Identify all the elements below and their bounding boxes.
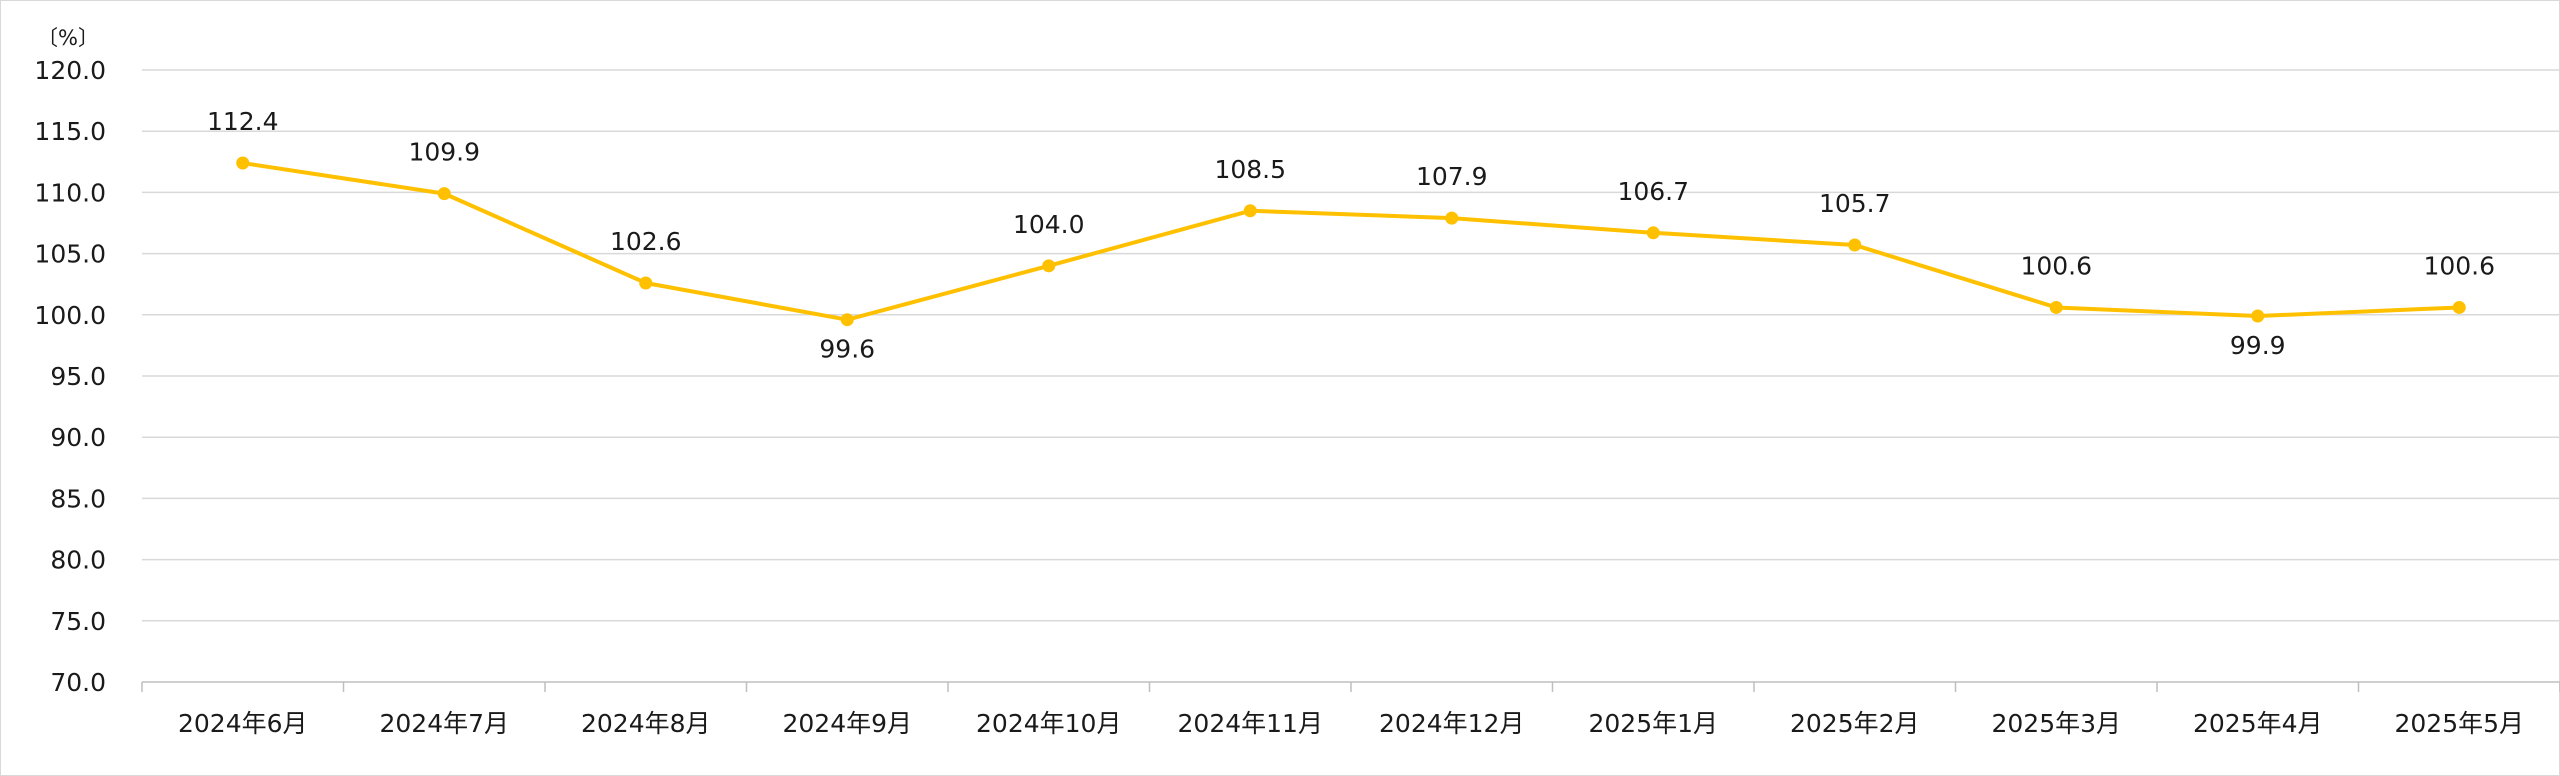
x-tick-label: 2025年4月 — [2193, 709, 2323, 738]
data-point — [1445, 211, 1459, 225]
data-label: 112.4 — [207, 107, 279, 136]
x-tick-label: 2025年5月 — [2394, 709, 2524, 738]
data-label: 109.9 — [408, 138, 480, 167]
data-point — [1646, 226, 1660, 240]
y-tick-label: 85.0 — [50, 484, 106, 513]
series-line — [242, 161, 2460, 322]
y-tick-label: 120.0 — [34, 56, 106, 85]
x-tick-label: 2024年9月 — [782, 709, 912, 738]
y-tick-label: 70.0 — [50, 668, 106, 697]
y-tick-label: 95.0 — [50, 362, 106, 391]
x-tick-label: 2024年11月 — [1178, 709, 1323, 738]
data-label: 108.5 — [1214, 155, 1286, 184]
y-tick-label: 100.0 — [34, 301, 106, 330]
data-point — [236, 156, 250, 170]
x-tick-label: 2025年3月 — [1991, 709, 2121, 738]
y-unit-label: 〔%〕 — [37, 26, 99, 50]
y-tick-label: 75.0 — [50, 607, 106, 636]
data-point — [2452, 300, 2466, 314]
x-tick-label: 2024年6月 — [178, 709, 308, 738]
x-tick-label: 2024年12月 — [1379, 709, 1524, 738]
data-point — [639, 276, 653, 290]
data-label: 99.9 — [2230, 331, 2286, 360]
data-label: 100.6 — [2020, 251, 2092, 280]
data-point — [840, 313, 854, 327]
data-point — [437, 187, 451, 201]
y-tick-label: 105.0 — [34, 240, 106, 269]
data-point — [1243, 204, 1257, 218]
data-point — [1042, 259, 1056, 273]
x-tick-label: 2024年7月 — [379, 709, 509, 738]
y-tick-label: 80.0 — [50, 546, 106, 575]
data-point — [2049, 300, 2063, 314]
x-tick-label: 2025年2月 — [1790, 709, 1920, 738]
data-label: 102.6 — [610, 227, 682, 256]
x-tick-label: 2024年8月 — [581, 709, 711, 738]
y-tick-label: 115.0 — [34, 117, 106, 146]
x-tick-label: 2024年10月 — [976, 709, 1121, 738]
x-tick-label: 2025年1月 — [1588, 709, 1718, 738]
y-tick-label: 110.0 — [34, 178, 106, 207]
data-label: 104.0 — [1013, 210, 1085, 239]
data-label: 100.6 — [2423, 251, 2495, 280]
data-label: 106.7 — [1617, 177, 1689, 206]
data-label: 105.7 — [1819, 189, 1891, 218]
data-label: 107.9 — [1416, 162, 1488, 191]
data-point — [2251, 309, 2265, 323]
data-point — [1848, 238, 1862, 252]
y-tick-label: 90.0 — [50, 423, 106, 452]
data-label: 99.6 — [819, 335, 875, 364]
